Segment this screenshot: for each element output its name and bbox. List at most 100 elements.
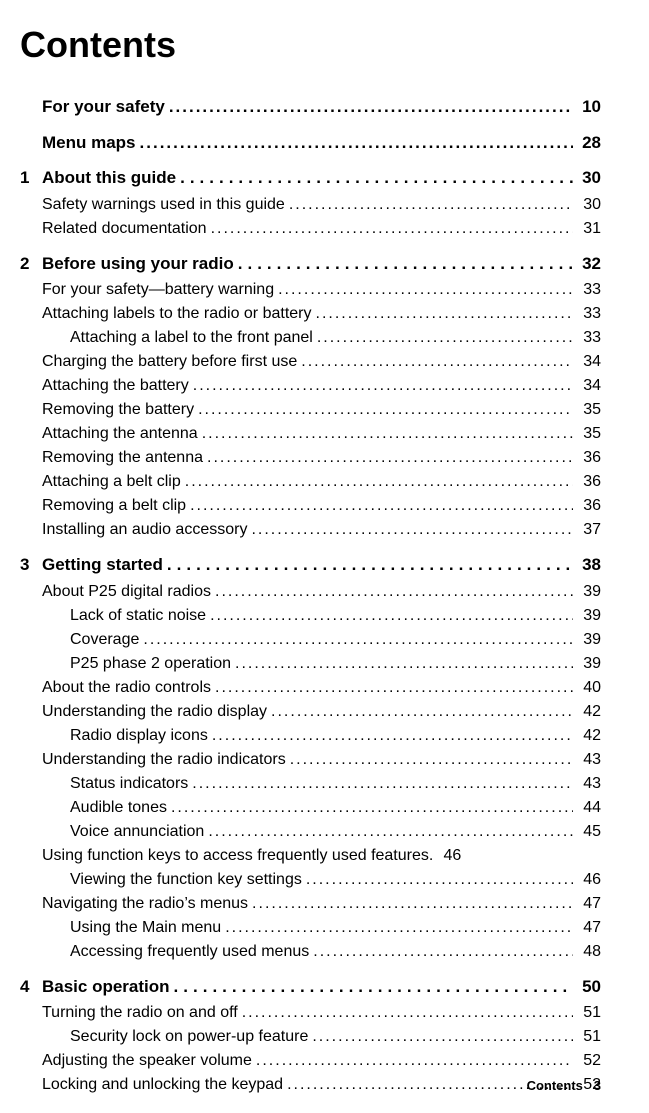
leader-dots [215, 676, 573, 700]
toc-entry[interactable]: Charging the battery before first use 34 [42, 350, 601, 374]
toc-entry[interactable]: 1About this guide 30 [20, 165, 601, 191]
toc-entry[interactable]: Related documentation 31 [42, 217, 601, 241]
leader-dots [140, 130, 573, 156]
leader-dots [180, 165, 573, 191]
toc-entry[interactable]: Safety warnings used in this guide 30 [42, 193, 601, 217]
toc-page-number: 33 [577, 302, 601, 326]
toc-label: About the radio controls [42, 676, 211, 700]
toc-entry[interactable]: P25 phase 2 operation 39 [70, 652, 601, 676]
toc-page-number: 32 [577, 251, 601, 277]
toc-page-number: 39 [577, 580, 601, 604]
toc-page-number: 34 [577, 350, 601, 374]
toc-entry[interactable]: Security lock on power-up feature 51 [70, 1025, 601, 1049]
toc-page-number: 42 [577, 700, 601, 724]
leader-dots [317, 326, 573, 350]
toc-label: Voice annunciation [70, 820, 204, 844]
toc-page-number: 38 [577, 552, 601, 578]
toc-entry[interactable]: Viewing the function key settings 46 [70, 868, 601, 892]
toc-entry[interactable]: Adjusting the speaker volume 52 [42, 1049, 601, 1073]
toc-entry[interactable]: Removing the battery 35 [42, 398, 601, 422]
toc-label: Lack of static noise [70, 604, 206, 628]
toc-entry[interactable]: Using function keys to access frequently… [42, 844, 601, 868]
toc-entry[interactable]: Removing the antenna 36 [42, 446, 601, 470]
toc-entry[interactable]: Using the Main menu 47 [70, 916, 601, 940]
toc-entry[interactable]: Locking and unlocking the keypad 52 [42, 1073, 601, 1097]
toc-page-number: 43 [577, 748, 601, 772]
toc-entry[interactable]: Understanding the radio display 42 [42, 700, 601, 724]
toc-entry[interactable]: Voice annunciation 45 [70, 820, 601, 844]
toc-entry[interactable]: Audible tones 44 [70, 796, 601, 820]
toc-entry[interactable]: Installing an audio accessory 37 [42, 518, 601, 542]
toc-label: Coverage [70, 628, 139, 652]
toc-label: Basic operation [42, 974, 170, 1000]
toc-label: About this guide [42, 165, 176, 191]
toc-page-number: 39 [577, 604, 601, 628]
toc-entry[interactable]: 2Before using your radio 32 [20, 251, 601, 277]
toc-entry[interactable]: About P25 digital radios 39 [42, 580, 601, 604]
toc-label: Before using your radio [42, 251, 234, 277]
table-of-contents: For your safety 10Menu maps 281About thi… [20, 94, 601, 1097]
toc-page-number: 47 [577, 916, 601, 940]
toc-label: Menu maps [42, 130, 136, 156]
leader-dots [171, 796, 573, 820]
toc-page-number: 51 [577, 1001, 601, 1025]
chapter-number: 1 [20, 165, 42, 191]
toc-label: Understanding the radio indicators [42, 748, 286, 772]
toc-entry[interactable]: Menu maps 28 [42, 130, 601, 156]
toc-entry[interactable]: About the radio controls 40 [42, 676, 601, 700]
toc-label: Security lock on power-up feature [70, 1025, 308, 1049]
toc-entry[interactable]: Removing a belt clip 36 [42, 494, 601, 518]
toc-entry[interactable]: Navigating the radio’s menus 47 [42, 892, 601, 916]
toc-page-number: 28 [577, 130, 601, 156]
toc-entry[interactable]: Coverage 39 [70, 628, 601, 652]
toc-page-number: 40 [577, 676, 601, 700]
leader-dots [185, 470, 573, 494]
toc-label: Audible tones [70, 796, 167, 820]
toc-label: Related documentation [42, 217, 207, 241]
toc-page-number: 30 [577, 165, 601, 191]
toc-label: Attaching labels to the radio or battery [42, 302, 312, 326]
toc-page-number: 50 [577, 974, 601, 1000]
toc-entry[interactable]: 3Getting started 38 [20, 552, 601, 578]
toc-entry[interactable]: Turning the radio on and off 51 [42, 1001, 601, 1025]
toc-page-number: 34 [577, 374, 601, 398]
toc-label: Turning the radio on and off [42, 1001, 238, 1025]
leader-dots [256, 1049, 573, 1073]
toc-label: Charging the battery before first use [42, 350, 297, 374]
toc-entry[interactable]: Attaching the antenna 35 [42, 422, 601, 446]
toc-label: Viewing the function key settings [70, 868, 302, 892]
toc-entry[interactable]: Attaching the battery 34 [42, 374, 601, 398]
toc-page-number: 36 [577, 446, 601, 470]
toc-entry[interactable]: For your safety 10 [42, 94, 601, 120]
toc-entry[interactable]: Understanding the radio indicators 43 [42, 748, 601, 772]
toc-page-number: 39 [577, 628, 601, 652]
toc-entry[interactable]: Accessing frequently used menus 48 [70, 940, 601, 964]
leader-dots [208, 820, 573, 844]
leader-dots [190, 494, 573, 518]
toc-entry[interactable]: Attaching a label to the front panel 33 [70, 326, 601, 350]
toc-page-number: 30 [577, 193, 601, 217]
leader-dots [143, 628, 573, 652]
leader-dots [174, 974, 573, 1000]
toc-entry[interactable]: Status indicators 43 [70, 772, 601, 796]
toc-entry[interactable]: Attaching labels to the radio or battery… [42, 302, 601, 326]
leader-dots [169, 94, 573, 120]
toc-entry[interactable]: Attaching a belt clip 36 [42, 470, 601, 494]
toc-label: Status indicators [70, 772, 188, 796]
toc-label: For your safety—battery warning [42, 278, 274, 302]
leader-dots [211, 217, 573, 241]
toc-entry[interactable]: For your safety—battery warning 33 [42, 278, 601, 302]
toc-label: Attaching the battery [42, 374, 189, 398]
footer-label: Contents [527, 1078, 583, 1093]
toc-label: About P25 digital radios [42, 580, 211, 604]
leader-dots [252, 892, 573, 916]
leader-dots [193, 374, 573, 398]
toc-label: Adjusting the speaker volume [42, 1049, 252, 1073]
leader-dots [210, 604, 573, 628]
leader-dots [290, 748, 573, 772]
toc-page-number: 52 [577, 1049, 601, 1073]
toc-label: Attaching a belt clip [42, 470, 181, 494]
toc-entry[interactable]: 4Basic operation 50 [20, 974, 601, 1000]
toc-entry[interactable]: Lack of static noise 39 [70, 604, 601, 628]
toc-entry[interactable]: Radio display icons 42 [70, 724, 601, 748]
